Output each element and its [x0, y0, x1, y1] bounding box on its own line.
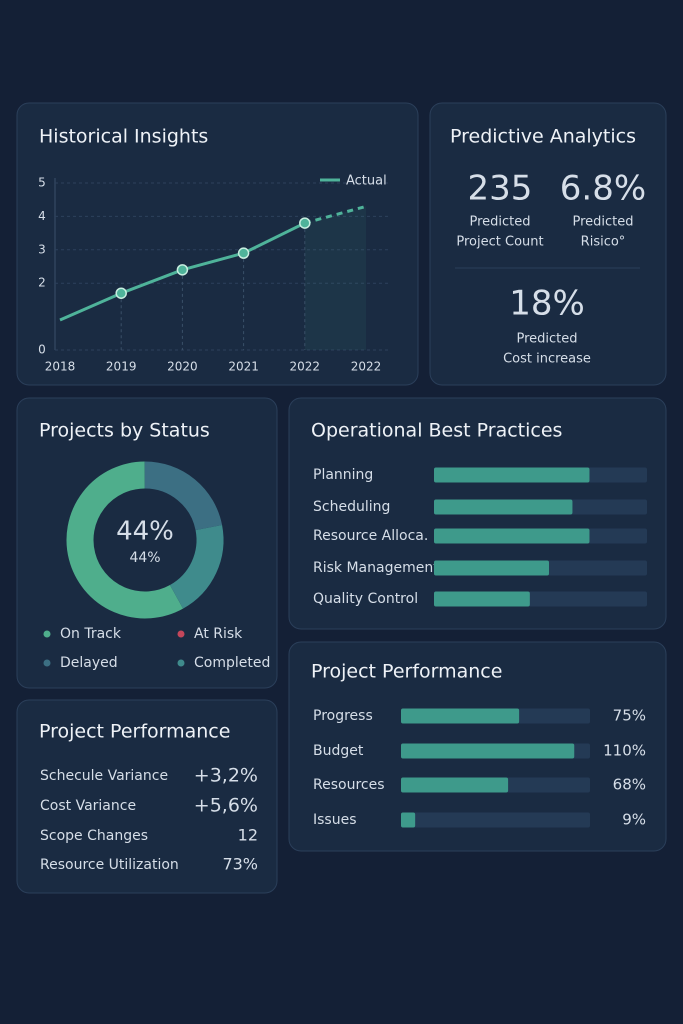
bar-label: Planning	[313, 467, 373, 483]
row-label: Resource Utilization	[40, 857, 179, 873]
donut-segment	[144, 461, 223, 531]
x-tick-label: 2020	[167, 360, 198, 374]
y-tick-label: 5	[38, 176, 46, 190]
card	[429, 102, 667, 386]
legend-dot	[177, 630, 185, 638]
bar-label: Risk Management	[313, 560, 439, 576]
bar	[401, 708, 520, 724]
legend-label: On Track	[60, 626, 122, 642]
point	[176, 264, 189, 276]
y-tick-label: 0	[38, 343, 46, 357]
kpi-label: Predicted	[516, 332, 577, 347]
legend-label: At Risk	[194, 626, 243, 642]
point	[299, 217, 311, 229]
x-tick-label: 2018	[45, 360, 76, 374]
bar-label: Progress	[313, 708, 373, 724]
bar	[434, 560, 550, 576]
card-title: Project Performance	[311, 661, 502, 683]
row-value: +3,2%	[194, 765, 258, 787]
legend-dot	[43, 630, 51, 638]
donut-subcenter: 44%	[129, 550, 160, 566]
row-label: Schecule Variance	[40, 768, 168, 784]
bar-track	[401, 812, 590, 828]
legend-label: Actual	[346, 174, 387, 189]
bar-label: Budget	[313, 743, 364, 759]
bar	[401, 812, 416, 828]
x-tick-label: 2021	[228, 360, 259, 374]
bar-label: Resource Alloca.	[313, 528, 428, 544]
kpi-label: Project Count	[456, 235, 543, 250]
legend-dot	[43, 659, 51, 667]
bar-label: Resources	[313, 777, 385, 793]
kpi-label: Predicted	[572, 215, 633, 230]
kpi-value: 18%	[509, 284, 585, 324]
bar	[434, 499, 573, 515]
legend-dot	[177, 659, 185, 667]
point	[115, 287, 127, 299]
point	[237, 247, 250, 259]
row-value: 73%	[222, 855, 258, 874]
card-title: Project Performance	[39, 721, 230, 743]
bar-label: Scheduling	[313, 499, 390, 515]
row-label: Cost Variance	[40, 798, 136, 814]
x-tick-label: 2019	[106, 360, 137, 374]
kpi-value: 235	[468, 169, 533, 209]
card	[16, 397, 278, 689]
row-value: 12	[238, 826, 258, 845]
card	[16, 699, 278, 894]
card-title: Operational Best Practices	[311, 420, 562, 442]
y-tick-label: 4	[38, 209, 46, 223]
row-label: Scope Changes	[40, 828, 148, 844]
legend-label: Delayed	[60, 655, 118, 671]
row-value: +5,6%	[194, 795, 258, 817]
kpi-label: Cost increase	[503, 352, 591, 367]
bar-label: Quality Control	[313, 591, 418, 607]
x-tick-label: 2022	[290, 360, 321, 374]
card-title: Projects by Status	[39, 420, 210, 442]
value-label: 75%	[613, 707, 646, 725]
bar	[434, 591, 530, 607]
value-label: 68%	[613, 776, 646, 794]
bar	[434, 528, 590, 544]
bar	[401, 777, 509, 793]
value-label: 9%	[622, 811, 646, 829]
donut-segment	[66, 461, 184, 619]
kpi-label: Risico°	[581, 235, 626, 250]
kpi-label: Predicted	[469, 215, 530, 230]
kpi-value: 6.8%	[560, 169, 646, 209]
y-tick-label: 2	[38, 276, 46, 290]
legend-label: Completed	[194, 655, 270, 671]
y-tick-label: 3	[38, 242, 46, 256]
donut-segment	[169, 525, 224, 609]
bar-label: Issues	[313, 812, 357, 828]
bar	[434, 467, 590, 483]
card-title: Historical Insights	[39, 126, 208, 148]
donut-center: 44%	[116, 517, 174, 547]
card-title: Predictive Analytics	[450, 126, 636, 148]
value-label: 110%	[603, 742, 646, 760]
x-tick-label: 2022	[351, 360, 382, 374]
bar	[401, 743, 575, 759]
card	[16, 102, 419, 386]
forecast-area	[304, 206, 366, 350]
